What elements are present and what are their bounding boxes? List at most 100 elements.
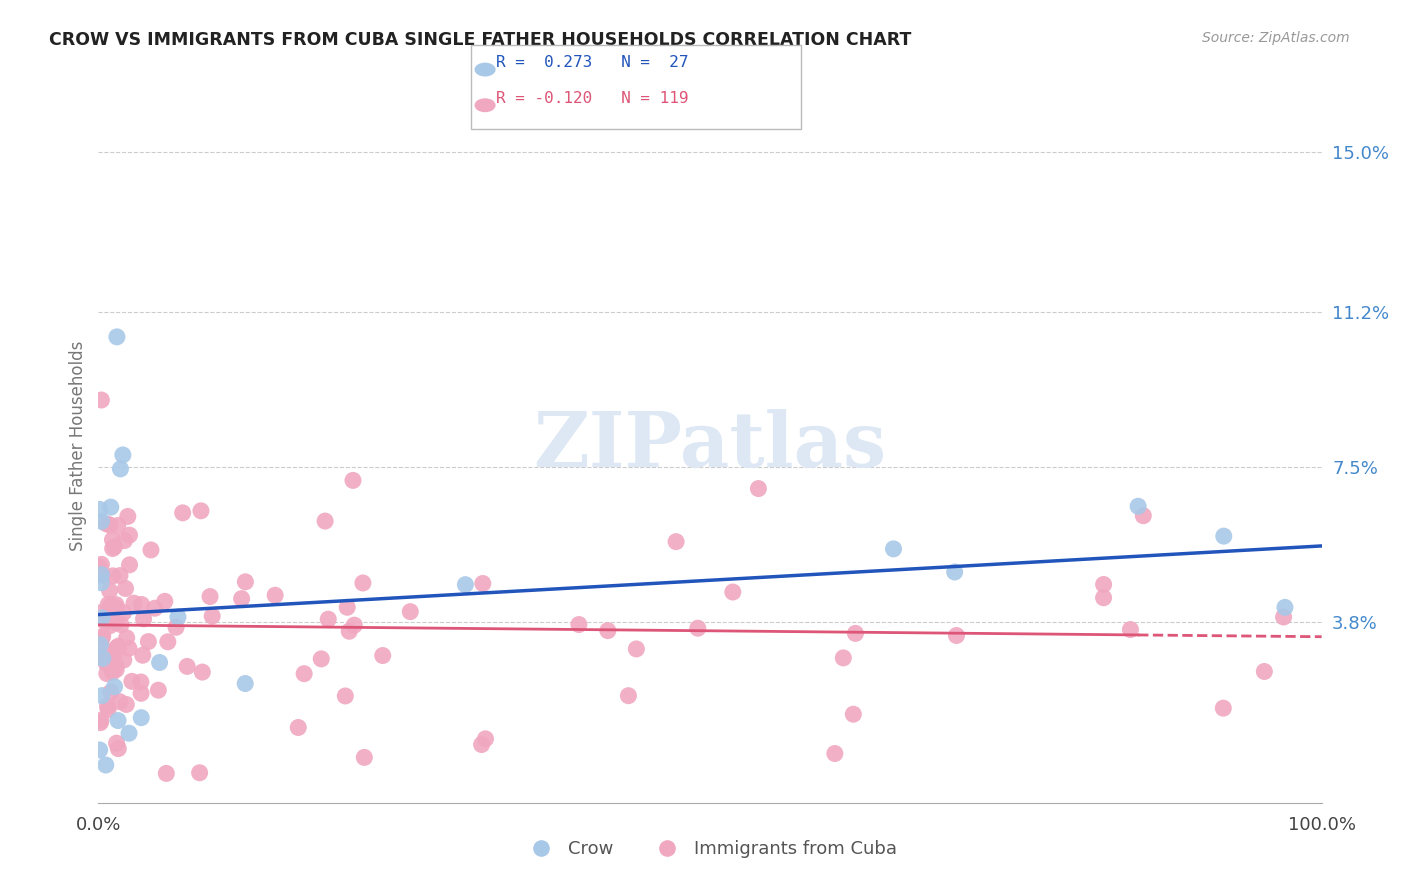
Point <box>138 634 160 648</box>
Point <box>89 638 111 652</box>
Point <box>105 615 128 630</box>
Point <box>129 711 152 725</box>
Point <box>471 576 494 591</box>
Point <box>139 543 162 558</box>
Point <box>1092 577 1115 591</box>
Point <box>233 676 256 690</box>
Point <box>97 703 120 717</box>
Point <box>235 574 257 589</box>
Point <box>91 611 114 625</box>
Point <box>844 626 866 640</box>
Point <box>132 612 155 626</box>
Point <box>105 600 128 615</box>
Point <box>131 598 153 612</box>
Point <box>115 698 138 712</box>
Point <box>100 600 122 615</box>
Point <box>314 514 336 528</box>
Point <box>832 651 855 665</box>
Point <box>105 330 128 344</box>
Point <box>101 541 124 556</box>
Point <box>188 765 211 780</box>
Point <box>287 721 309 735</box>
Point <box>89 715 111 730</box>
Point <box>108 695 131 709</box>
Point <box>198 590 221 604</box>
Point <box>1253 665 1275 679</box>
Legend: Crow, Immigrants from Cuba: Crow, Immigrants from Cuba <box>516 833 904 865</box>
Point <box>110 462 132 476</box>
Point <box>110 617 132 632</box>
Point <box>112 653 135 667</box>
Point <box>90 558 112 572</box>
Point <box>103 652 125 666</box>
Point <box>292 666 315 681</box>
Point <box>108 568 131 582</box>
Point <box>568 617 591 632</box>
Point <box>665 534 688 549</box>
Point <box>264 588 287 602</box>
Point <box>686 621 709 635</box>
Point <box>190 504 212 518</box>
Point <box>90 714 112 728</box>
Point <box>96 699 118 714</box>
Point <box>842 707 865 722</box>
Point <box>201 609 224 624</box>
Point <box>343 618 366 632</box>
Point <box>89 648 111 662</box>
Point <box>101 599 124 614</box>
Point <box>89 560 111 574</box>
Point <box>337 624 360 639</box>
Point <box>824 747 846 761</box>
Point <box>474 731 496 746</box>
Point <box>105 640 128 655</box>
Point <box>148 683 170 698</box>
Point <box>96 666 118 681</box>
Point <box>103 680 125 694</box>
Point <box>101 569 124 583</box>
Point <box>89 743 111 757</box>
Point <box>94 615 117 630</box>
Point <box>90 567 112 582</box>
Point <box>165 620 187 634</box>
Point <box>111 448 134 462</box>
Point <box>104 658 127 673</box>
Point <box>172 506 194 520</box>
Point <box>231 591 253 606</box>
Point <box>104 598 127 612</box>
Point <box>454 577 477 591</box>
Point <box>89 502 111 516</box>
Point <box>98 518 121 533</box>
Point <box>107 714 129 728</box>
Point <box>100 611 122 625</box>
Point <box>96 516 118 531</box>
Point <box>101 533 124 547</box>
Point <box>1212 529 1234 543</box>
Text: Source: ZipAtlas.com: Source: ZipAtlas.com <box>1202 31 1350 45</box>
Point <box>335 689 357 703</box>
Point <box>1092 591 1115 605</box>
Point <box>115 631 138 645</box>
Y-axis label: Single Father Households: Single Father Households <box>69 341 87 551</box>
Point <box>617 689 640 703</box>
Point <box>747 482 769 496</box>
Point <box>371 648 394 663</box>
Text: R = -0.120   N = 119: R = -0.120 N = 119 <box>496 91 689 106</box>
Point <box>118 558 141 572</box>
Point <box>118 641 141 656</box>
Point <box>129 686 152 700</box>
Point <box>100 685 122 699</box>
Point <box>93 568 115 582</box>
Point <box>309 652 332 666</box>
Point <box>105 736 128 750</box>
Point <box>943 565 966 579</box>
Point <box>156 634 179 648</box>
Point <box>1119 623 1142 637</box>
Point <box>98 619 121 633</box>
Point <box>91 689 114 703</box>
Point <box>353 750 375 764</box>
Point <box>90 392 112 407</box>
Point <box>399 605 422 619</box>
Point <box>100 598 122 612</box>
Point <box>96 645 118 659</box>
Point <box>1212 701 1234 715</box>
